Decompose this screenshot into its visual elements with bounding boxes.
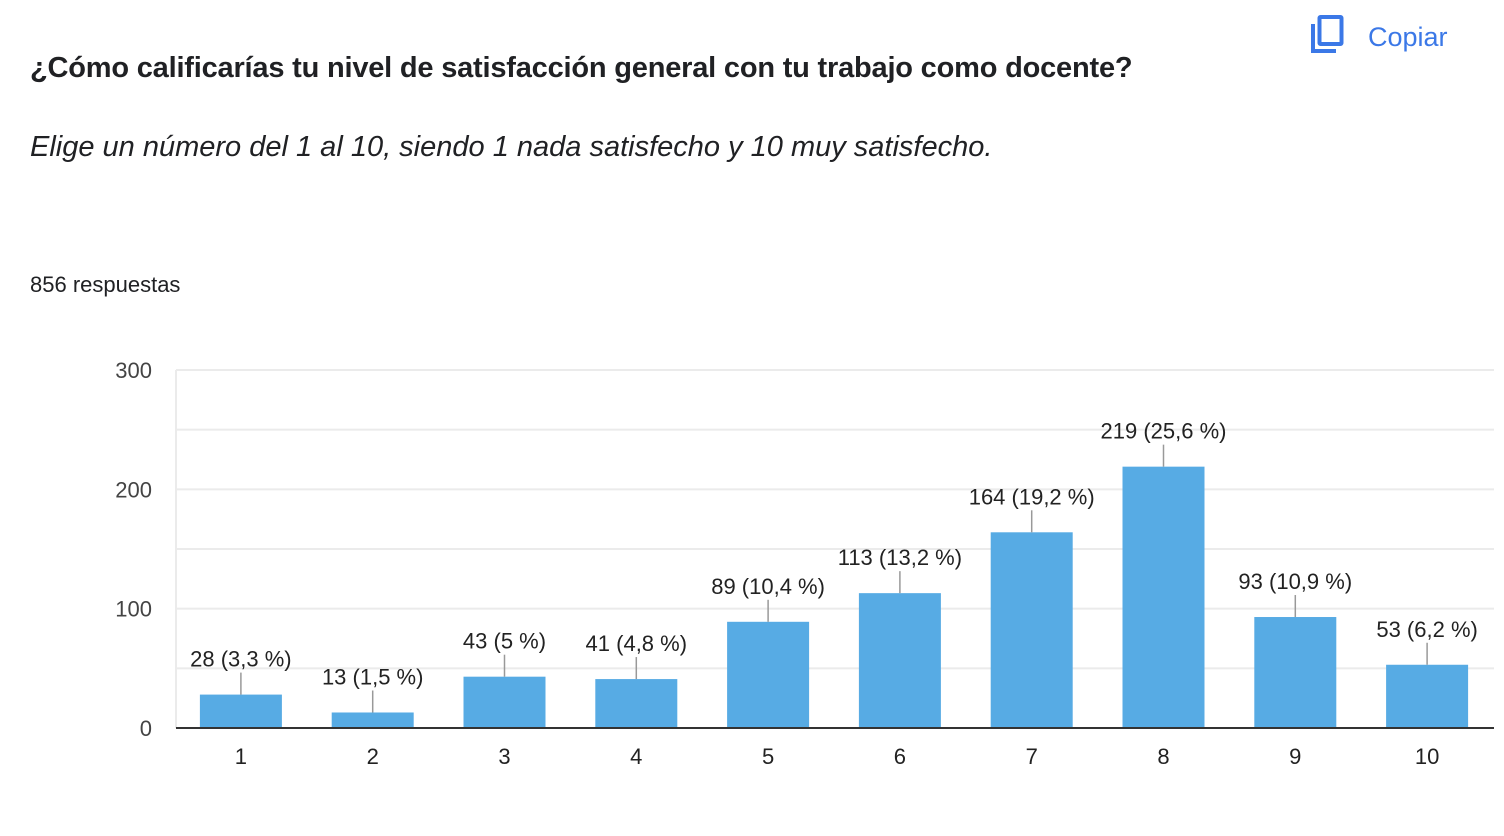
y-tick-label: 200 xyxy=(115,477,152,502)
question-description: Elige un número del 1 al 10, siendo 1 na… xyxy=(30,131,993,163)
copy-button[interactable]: Copiar xyxy=(1310,14,1448,61)
x-tick-label: 6 xyxy=(894,744,906,769)
data-label: 93 (10,9 %) xyxy=(1238,569,1352,594)
data-label: 28 (3,3 %) xyxy=(190,647,292,672)
bar xyxy=(858,593,941,728)
data-label: 113 (13,2 %) xyxy=(838,545,962,570)
y-tick-label: 100 xyxy=(115,597,152,622)
y-tick-label: 0 xyxy=(140,716,152,741)
data-label: 43 (5 %) xyxy=(463,629,546,654)
data-label: 89 (10,4 %) xyxy=(711,574,825,599)
bar xyxy=(1122,466,1205,728)
data-label: 53 (6,2 %) xyxy=(1376,617,1478,642)
bar xyxy=(1386,664,1469,728)
bar xyxy=(1254,617,1337,728)
bar xyxy=(199,694,282,728)
copy-icon xyxy=(1310,14,1346,61)
data-label: 13 (1,5 %) xyxy=(322,664,424,689)
data-label: 219 (25,6 %) xyxy=(1101,419,1227,444)
x-tick-label: 5 xyxy=(762,744,774,769)
copy-label: Copiar xyxy=(1368,22,1448,52)
x-tick-label: 7 xyxy=(1026,744,1038,769)
x-tick-label: 2 xyxy=(367,744,379,769)
bar xyxy=(463,676,546,728)
question-title: ¿Cómo calificarías tu nivel de satisfacc… xyxy=(30,52,1133,84)
data-label: 41 (4,8 %) xyxy=(586,631,688,656)
x-tick-label: 4 xyxy=(630,744,642,769)
x-tick-label: 8 xyxy=(1157,744,1169,769)
x-tick-label: 9 xyxy=(1289,744,1301,769)
bar xyxy=(727,621,810,728)
x-tick-label: 1 xyxy=(235,744,247,769)
x-tick-label: 3 xyxy=(498,744,510,769)
bar xyxy=(990,532,1073,728)
response-count: 856 respuestas xyxy=(30,272,181,297)
y-tick-label: 300 xyxy=(115,358,152,383)
bar xyxy=(331,712,414,728)
data-label: 164 (19,2 %) xyxy=(969,484,1095,509)
x-tick-label: 10 xyxy=(1415,744,1439,769)
bar xyxy=(595,679,678,728)
